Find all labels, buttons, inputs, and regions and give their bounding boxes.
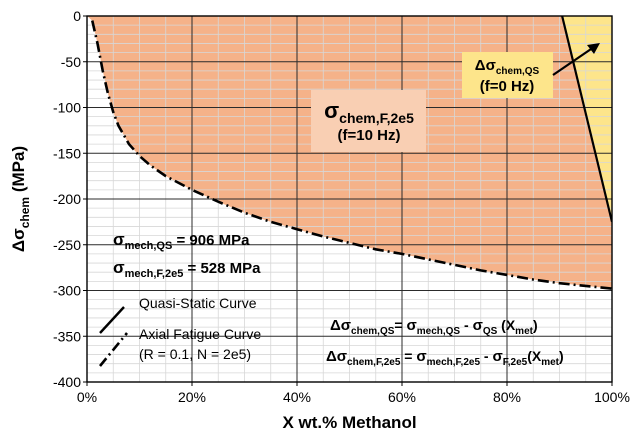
- eq1-lhs-subscript: chem,QS: [351, 326, 395, 337]
- x-tick-label: 20%: [178, 389, 206, 405]
- eq2-lhs: Δσ: [326, 348, 347, 365]
- y-axis-title-unit: (MPa): [9, 146, 28, 197]
- eq2-term-b-subscript: F,2e5: [503, 357, 528, 368]
- eq2-term-a: σ: [416, 348, 426, 365]
- mech-f-value: = 528 MPa: [183, 260, 261, 277]
- y-tick-label: -50: [61, 54, 81, 70]
- fatigue-label-subscript: chem,F,2e5: [339, 110, 414, 126]
- eq1-term-a-subscript: mech,QS: [417, 326, 461, 337]
- eq1-term-a: σ: [406, 317, 416, 334]
- eq1-term-b-subscript: QS: [483, 326, 498, 337]
- eq2-equals: =: [400, 348, 416, 364]
- y-tick-label: -200: [53, 191, 81, 207]
- x-axis-ticks: 0% 20% 40% 60% 80% 100%: [77, 382, 630, 405]
- y-axis-title-symbol: Δσ: [9, 228, 28, 252]
- x-tick-label: 40%: [283, 389, 311, 405]
- mech-f-subscript: mech,F,2e5: [125, 268, 184, 280]
- mech-qs-label: σmech,QS = 906 MPa: [113, 230, 250, 252]
- eq1-equals: =: [394, 317, 406, 333]
- y-tick-label: -250: [53, 237, 81, 253]
- series-line-axial-fatigue: [90, 20, 612, 290]
- x-axis-title: X wt.% Methanol: [282, 413, 416, 432]
- mech-f-symbol: σ: [113, 258, 125, 277]
- legend-label-quasi-static: Quasi-Static Curve: [139, 295, 257, 311]
- mech-qs-symbol: σ: [113, 230, 125, 249]
- mech-qs-subscript: mech,QS: [125, 240, 173, 252]
- legend-label-axial-fatigue-params: (R = 0.1, N = 2e5): [139, 346, 251, 362]
- x-tick-label: 100%: [594, 389, 630, 405]
- eq1-arg-subscript: met: [515, 326, 533, 337]
- y-axis-ticks: 0 -50 -100 -150 -200 -250 -300 -350 -400: [53, 8, 87, 390]
- y-tick-label: -350: [53, 328, 81, 344]
- y-tick-label: -150: [53, 145, 81, 161]
- fatigue-label-box: [311, 90, 426, 152]
- eq2-term-b: σ: [492, 348, 502, 365]
- qs-label: Δσchem,QS: [475, 57, 540, 77]
- qs-label-box: [462, 52, 553, 98]
- legend: Quasi-Static Curve Axial Fatigue Curve (…: [98, 295, 261, 367]
- eq2-arg-close: ): [559, 348, 564, 364]
- fatigue-label: σchem,F,2e5: [324, 98, 414, 126]
- legend-label-axial-fatigue: Axial Fatigue Curve: [139, 326, 261, 342]
- y-tick-label: -400: [53, 374, 81, 390]
- eq2-minus: -: [480, 348, 492, 364]
- equation-quasi-static: Δσchem,QS= σmech,QS - σQS (Xmet): [330, 317, 538, 337]
- qs-label-subscript: chem,QS: [496, 66, 540, 77]
- y-tick-label: -300: [53, 283, 81, 299]
- legend-swatch-quasi-static: [99, 306, 125, 334]
- eq2-lhs-subscript: chem,F,2e5: [347, 357, 401, 368]
- qs-label-arrow-icon: [587, 43, 600, 54]
- mech-qs-value: = 906 MPa: [172, 232, 250, 249]
- eq1-lhs: Δσ: [330, 317, 351, 334]
- y-tick-label: 0: [73, 8, 81, 24]
- mech-f-label: σmech,F,2e5 = 528 MPa: [113, 258, 261, 280]
- eq2-arg-subscript: met: [541, 357, 559, 368]
- qs-label-symbol: Δσ: [475, 57, 496, 74]
- eq1-minus: -: [460, 317, 472, 333]
- series-line-quasi-static: [561, 16, 612, 223]
- fatigue-label-symbol: σ: [324, 98, 339, 123]
- y-axis-title: Δσchem (MPa): [9, 146, 32, 252]
- y-axis-title-subscript: chem: [18, 197, 32, 228]
- x-tick-label: 80%: [493, 389, 521, 405]
- x-tick-label: 0%: [77, 389, 97, 405]
- qs-label-arrow-shaft: [552, 46, 595, 76]
- eq2-arg-open: (X: [527, 348, 542, 364]
- legend-swatch-axial-fatigue: [98, 332, 129, 367]
- minor-grid: [87, 16, 612, 382]
- fatigue-label-frequency: (f=10 Hz): [338, 127, 401, 144]
- y-tick-label: -100: [53, 100, 81, 116]
- eq2-term-a-subscript: mech,F,2e5: [427, 357, 481, 368]
- qs-label-frequency: (f=0 Hz): [480, 78, 535, 95]
- eq1-arg-close: ): [533, 317, 538, 333]
- x-tick-label: 60%: [388, 389, 416, 405]
- eq1-arg-open: (X: [497, 317, 516, 333]
- eq1-term-b: σ: [473, 317, 483, 334]
- equation-fatigue: Δσchem,F,2e5 = σmech,F,2e5 - σF,2e5(Xmet…: [326, 348, 564, 368]
